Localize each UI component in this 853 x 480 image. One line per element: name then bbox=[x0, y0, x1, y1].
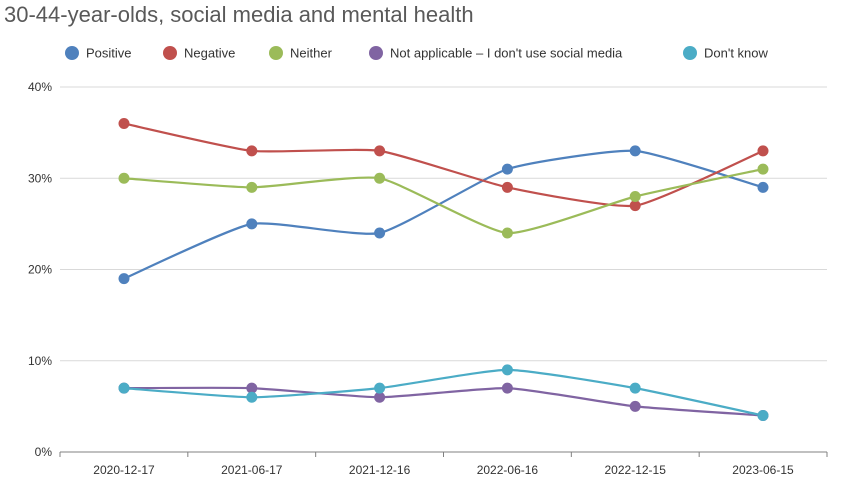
data-point[interactable] bbox=[501, 181, 513, 193]
legend-label: Neither bbox=[290, 46, 333, 61]
data-point[interactable] bbox=[757, 181, 769, 193]
legend-label: Positive bbox=[86, 46, 132, 61]
data-point[interactable] bbox=[757, 145, 769, 157]
data-point[interactable] bbox=[374, 227, 386, 239]
data-point[interactable] bbox=[374, 172, 386, 184]
legend-marker bbox=[269, 46, 283, 60]
y-tick-label: 40% bbox=[28, 80, 52, 94]
y-tick-label: 0% bbox=[35, 445, 53, 459]
data-point[interactable] bbox=[757, 410, 769, 421]
legend-item[interactable]: Negative bbox=[163, 46, 235, 61]
data-point[interactable] bbox=[374, 145, 386, 157]
legend-label: Not applicable – I don't use social medi… bbox=[390, 46, 623, 61]
data-point[interactable] bbox=[118, 273, 130, 285]
data-points bbox=[118, 118, 769, 421]
data-point[interactable] bbox=[246, 382, 258, 394]
data-point[interactable] bbox=[118, 172, 130, 184]
axes: 0% 10% 20% 30% 40% 2020-12-17 2021-06-17 2021-1… bbox=[28, 80, 828, 477]
data-point[interactable] bbox=[629, 145, 641, 157]
legend-marker bbox=[683, 46, 697, 60]
x-tick-label: 2022-06-16 bbox=[477, 463, 539, 477]
chart-title: 30-44-year-olds, social media and mental… bbox=[4, 2, 474, 27]
data-point[interactable] bbox=[501, 364, 513, 376]
legend-marker bbox=[163, 46, 177, 60]
series-line bbox=[123, 149, 764, 280]
data-point[interactable] bbox=[246, 218, 258, 230]
data-point[interactable] bbox=[629, 191, 641, 202]
y-tick-label: 30% bbox=[28, 171, 52, 185]
data-point[interactable] bbox=[501, 227, 513, 239]
legend-label: Don't know bbox=[704, 46, 769, 61]
data-point[interactable] bbox=[118, 382, 130, 394]
data-point[interactable] bbox=[246, 391, 258, 403]
x-tick-label: 2020-12-17 bbox=[93, 463, 155, 477]
y-tick-label: 10% bbox=[28, 354, 52, 368]
data-point[interactable] bbox=[757, 163, 769, 175]
legend-item[interactable]: Positive bbox=[65, 46, 132, 61]
series-line bbox=[123, 168, 764, 235]
data-point[interactable] bbox=[629, 200, 641, 212]
data-point[interactable] bbox=[246, 181, 258, 193]
data-point[interactable] bbox=[246, 145, 258, 157]
x-tick-label: 2021-12-16 bbox=[349, 463, 411, 477]
legend-marker bbox=[369, 46, 383, 60]
x-tick-label: 2023-06-15 bbox=[732, 463, 794, 477]
data-point[interactable] bbox=[629, 400, 641, 412]
data-point[interactable] bbox=[501, 163, 513, 175]
series-lines bbox=[123, 122, 764, 417]
legend-item[interactable]: Don't know bbox=[683, 46, 769, 61]
legend-item[interactable]: Neither bbox=[269, 46, 333, 61]
x-tick-label: 2022-12-15 bbox=[605, 463, 667, 477]
gridlines bbox=[60, 86, 827, 362]
data-point[interactable] bbox=[118, 118, 130, 129]
data-point[interactable] bbox=[501, 382, 513, 394]
series-line bbox=[123, 122, 764, 208]
legend-item[interactable]: Not applicable – I don't use social medi… bbox=[369, 46, 623, 61]
legend: Positive Negative Neither Not applicable – … bbox=[65, 46, 769, 61]
x-tick-label: 2021-06-17 bbox=[221, 463, 283, 477]
series-line bbox=[123, 386, 764, 417]
data-point[interactable] bbox=[374, 382, 386, 394]
legend-label: Negative bbox=[184, 46, 235, 61]
legend-marker bbox=[65, 46, 79, 60]
data-point[interactable] bbox=[629, 382, 641, 394]
data-point[interactable] bbox=[374, 391, 386, 403]
series-line bbox=[123, 368, 764, 417]
y-tick-label: 20% bbox=[28, 263, 52, 277]
